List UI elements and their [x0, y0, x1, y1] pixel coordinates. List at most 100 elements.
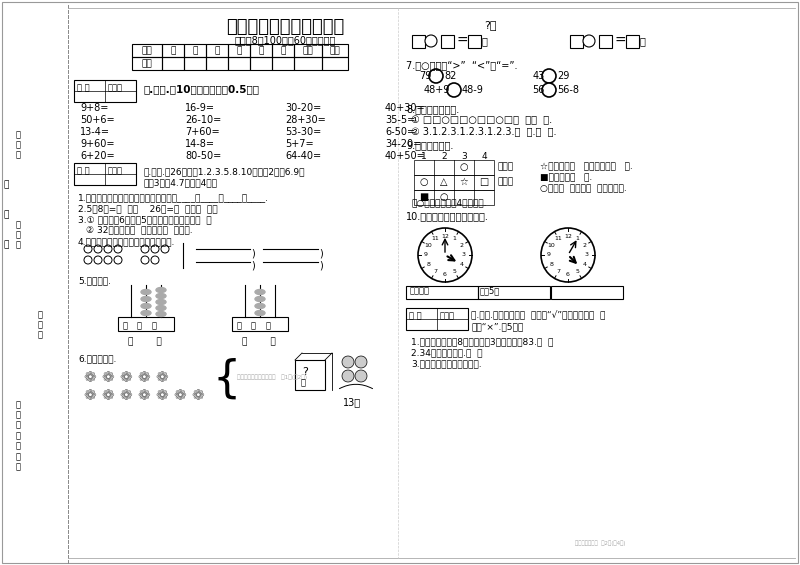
Text: 个: 个 — [301, 378, 306, 387]
Text: 13-4=: 13-4= — [80, 127, 110, 137]
Text: 第三片区一年级数学试卷   第1页(共2页): 第三片区一年级数学试卷 第1页(共2页) — [237, 374, 307, 380]
Text: ❁: ❁ — [192, 388, 204, 403]
Text: 里打“×”.（5分）: 里打“×”.（5分） — [471, 322, 523, 331]
Bar — [322, 44, 348, 57]
Text: 35-5=: 35-5= — [385, 115, 415, 125]
Text: ❁: ❁ — [84, 370, 96, 385]
Text: ?朵: ?朵 — [484, 20, 496, 30]
Text: 6-50=: 6-50= — [385, 127, 415, 137]
Circle shape — [583, 35, 595, 47]
Text: 第一排: 第一排 — [498, 163, 514, 172]
Text: =: = — [614, 34, 626, 48]
Text: 40+50=: 40+50= — [385, 151, 426, 161]
Text: 十: 十 — [137, 321, 142, 330]
Ellipse shape — [255, 297, 265, 302]
Text: 第二排: 第二排 — [498, 177, 514, 186]
Text: ☆: ☆ — [460, 177, 468, 187]
Text: 1.一个数个位上是8，十位上是3；这个数是83.（  ）: 1.一个数个位上是8，十位上是3；这个数是83.（ ） — [411, 337, 554, 346]
Text: （        ）: （ ） — [242, 337, 276, 346]
Ellipse shape — [141, 303, 151, 308]
Bar — [272, 57, 294, 70]
Text: 4: 4 — [459, 262, 463, 267]
Text: 5: 5 — [575, 269, 579, 274]
Circle shape — [161, 245, 169, 253]
Ellipse shape — [255, 289, 265, 294]
Text: 56-8: 56-8 — [557, 85, 579, 95]
Text: 1: 1 — [453, 236, 457, 241]
Text: 10: 10 — [548, 243, 555, 248]
Circle shape — [104, 245, 112, 253]
Bar — [414, 175, 494, 190]
Text: 百: 百 — [122, 321, 127, 330]
Text: ○: ○ — [440, 192, 448, 202]
Circle shape — [94, 256, 102, 264]
Text: 56: 56 — [533, 85, 545, 95]
Text: 7: 7 — [434, 269, 438, 274]
Text: 9.根据要求填空.: 9.根据要求填空. — [406, 140, 454, 150]
Text: 2.5元8角=（  ）角    26角=（  ）元（  ）角: 2.5元8角=（ ）角 26角=（ ）元（ ）角 — [78, 204, 218, 213]
Circle shape — [342, 370, 354, 382]
Text: 1.接着五十八；写出后面连续的四个数：____，____，____，____.: 1.接着五十八；写出后面连续的四个数：____，____，____，____. — [78, 193, 269, 202]
Circle shape — [84, 245, 92, 253]
Text: 14-8=: 14-8= — [185, 139, 215, 149]
Text: 个: 个 — [151, 321, 157, 330]
Text: 26-10=: 26-10= — [185, 115, 222, 125]
Text: 6: 6 — [443, 272, 447, 276]
Circle shape — [114, 256, 122, 264]
Circle shape — [429, 69, 443, 83]
Bar — [250, 44, 272, 57]
Bar — [295, 360, 325, 390]
Text: 29: 29 — [557, 71, 570, 81]
Circle shape — [447, 83, 461, 97]
Text: ❁: ❁ — [156, 388, 168, 403]
Text: 学
校
：: 学 校 ： — [38, 310, 42, 340]
Text: 评卷人: 评卷人 — [108, 166, 123, 175]
Bar — [570, 35, 583, 48]
Bar — [132, 57, 162, 70]
Bar — [228, 57, 250, 70]
Bar — [184, 44, 206, 57]
Circle shape — [104, 256, 112, 264]
Text: 4: 4 — [481, 152, 487, 161]
Circle shape — [94, 245, 102, 253]
Text: 个: 个 — [640, 36, 646, 46]
Text: ② 32里面包含（  ）个十；（  ）个一.: ② 32里面包含（ ）个十；（ ）个一. — [86, 225, 193, 234]
Circle shape — [114, 245, 122, 253]
Ellipse shape — [255, 303, 265, 308]
Text: 82: 82 — [444, 71, 456, 81]
Bar — [406, 308, 468, 330]
Text: 得 分: 得 分 — [77, 166, 90, 175]
Ellipse shape — [255, 311, 265, 315]
Circle shape — [151, 256, 159, 264]
Bar — [74, 80, 136, 102]
Text: 34-20=: 34-20= — [385, 139, 422, 149]
Circle shape — [141, 245, 149, 253]
Text: 6+20=: 6+20= — [80, 151, 114, 161]
Text: 得 分: 得 分 — [409, 311, 422, 320]
Bar — [162, 57, 184, 70]
Text: 48+9: 48+9 — [424, 85, 450, 95]
Text: 10: 10 — [425, 243, 433, 248]
Text: ❁: ❁ — [120, 388, 132, 403]
Bar — [414, 160, 494, 175]
Text: ❁: ❁ — [102, 388, 114, 403]
Text: 5+7=: 5+7= — [285, 139, 314, 149]
Text: 朵: 朵 — [482, 36, 488, 46]
Ellipse shape — [156, 299, 166, 305]
Text: 5: 5 — [453, 269, 457, 274]
Text: 1: 1 — [421, 152, 427, 161]
Text: □: □ — [479, 177, 489, 187]
Text: 线: 线 — [3, 241, 9, 250]
Bar — [551, 286, 623, 299]
Text: ): ) — [251, 248, 254, 258]
Bar — [74, 163, 136, 185]
Bar — [272, 44, 294, 57]
Bar — [322, 57, 348, 70]
Text: 9: 9 — [424, 253, 428, 258]
Circle shape — [141, 256, 149, 264]
Bar — [468, 35, 481, 48]
Text: ?: ? — [302, 367, 308, 377]
Ellipse shape — [156, 306, 166, 311]
Text: 3.① 一个数〔6个一；5个十组成；这个数是（  ）: 3.① 一个数〔6个一；5个十组成；这个数是（ ） — [78, 215, 212, 224]
Text: 三.判断.（正确的在（  ）里打“√”；错误的在（  ）: 三.判断.（正确的在（ ）里打“√”；错误的在（ ） — [471, 311, 606, 320]
